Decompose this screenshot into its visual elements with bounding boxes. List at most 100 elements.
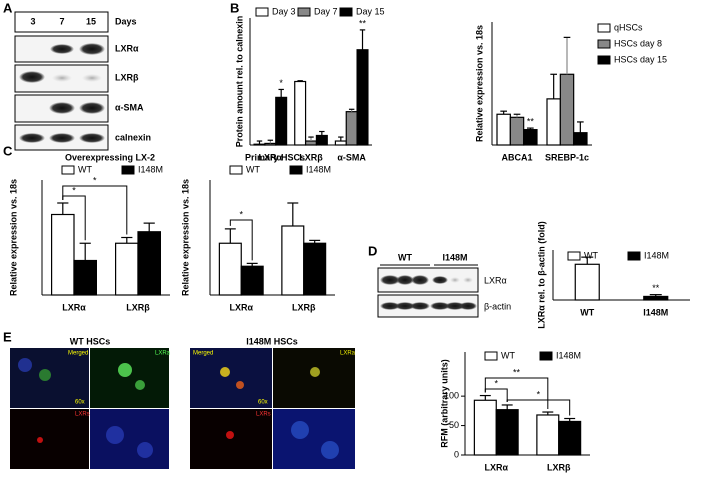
band <box>395 302 415 310</box>
tile-blue <box>273 409 355 469</box>
band <box>411 275 429 285</box>
legend-swatch <box>567 251 581 261</box>
legend-swatch <box>597 39 611 49</box>
band <box>463 277 473 283</box>
y-axis-label: Protein amount rel. to calnexin <box>234 16 244 148</box>
y-tick-label: 0 <box>454 449 459 459</box>
y-axis-label: LXRα rel. to β-actin (fold) <box>536 221 546 329</box>
legend-label: WT <box>584 250 598 260</box>
legend-swatch <box>61 165 75 175</box>
panel-label: A <box>3 0 13 15</box>
band <box>450 277 460 283</box>
lane-title: Days <box>115 16 137 26</box>
y-axis-label: Relative expression vs. 18s <box>180 179 190 296</box>
significance-label: ** <box>527 116 535 126</box>
lane-label: 3 <box>30 16 35 26</box>
legend-swatch <box>339 7 353 17</box>
legend-swatch <box>627 251 641 261</box>
legend-label: I148M <box>644 250 669 260</box>
image-title: WT HSCs <box>70 336 111 346</box>
significance-label: * <box>93 175 97 185</box>
legend-label: HSCs day 15 <box>614 54 667 64</box>
legend-label: I148M <box>138 164 163 174</box>
legend-label: Day 15 <box>356 6 385 16</box>
tile-label: LXRa <box>155 351 171 357</box>
bar <box>473 399 497 456</box>
band <box>380 275 400 285</box>
nucleus <box>18 358 32 372</box>
band <box>19 133 45 143</box>
significance-bracket <box>506 399 571 416</box>
band <box>430 302 450 310</box>
bar <box>275 96 288 146</box>
legend-label: Day 7 <box>314 6 338 16</box>
significance-label: ** <box>652 283 660 293</box>
bar <box>281 225 305 296</box>
legend-label: Day 3 <box>272 6 296 16</box>
legend-swatch <box>597 55 611 65</box>
significance-label: * <box>494 378 498 388</box>
legend-swatch <box>297 7 311 17</box>
band <box>19 71 45 83</box>
bar <box>546 98 561 146</box>
legend-swatch <box>229 165 243 175</box>
significance-bracket <box>484 377 549 410</box>
bar <box>315 134 328 146</box>
x-tick-label: LXRα <box>229 302 253 312</box>
bar <box>574 263 600 301</box>
y-tick-label: 50 <box>449 420 459 430</box>
tile-red <box>190 409 272 469</box>
x-tick-label: I148M <box>643 307 668 317</box>
bar <box>218 242 242 296</box>
significance-bracket <box>229 219 253 261</box>
micrographs: WT HSCs Merged LXRa 60x LXRs I148M HSCs … <box>10 336 356 469</box>
tile-red <box>10 409 89 469</box>
nucleus <box>106 426 124 444</box>
x-tick-label: LXRβ <box>292 302 316 312</box>
bar <box>496 113 511 146</box>
group-label: WT <box>398 252 412 262</box>
bar <box>334 140 347 146</box>
x-tick-label: LXRα <box>259 152 283 162</box>
signal <box>118 363 132 377</box>
bar <box>304 140 318 146</box>
bar <box>558 420 582 456</box>
tile-label: Merged <box>193 351 213 357</box>
blot-a: 3 7 15 Days LXRα LXRβ α-SMA calnexin <box>14 11 151 151</box>
band-label: calnexin <box>115 132 151 142</box>
band <box>432 276 448 284</box>
significance-label: * <box>239 209 243 219</box>
signal <box>39 369 51 381</box>
tile-label: LXRa <box>340 351 356 357</box>
bar <box>559 73 575 146</box>
legend-label: HSCs day 8 <box>614 38 662 48</box>
bar <box>573 132 588 146</box>
x-tick-label: LXRα <box>484 462 508 472</box>
x-tick-label: LXRβ <box>126 302 150 312</box>
tile-label: LXRs <box>75 412 90 418</box>
x-tick-label: α-SMA <box>337 152 366 162</box>
band <box>459 302 477 310</box>
bar <box>137 231 161 296</box>
legend-swatch <box>539 351 553 361</box>
lane-label: 7 <box>59 16 64 26</box>
x-tick-label: LXRα <box>62 302 86 312</box>
tile-label: 60x <box>258 400 268 406</box>
band <box>50 44 74 54</box>
band <box>82 74 102 82</box>
bar <box>356 49 369 146</box>
legend-swatch <box>289 165 303 175</box>
legend-swatch <box>255 7 269 17</box>
legend-swatch <box>597 23 611 33</box>
band-label: LXRβ <box>115 72 139 82</box>
nucleus <box>137 442 153 458</box>
legend-swatch <box>121 165 135 175</box>
bar <box>495 409 519 456</box>
band-label: LXRα <box>115 43 139 53</box>
chart-title: Overexpressing LX-2 <box>65 152 155 162</box>
bar <box>264 142 277 146</box>
panel-label: D <box>368 243 377 258</box>
chart-title: Primary HSCs <box>245 152 305 162</box>
bar <box>523 129 538 146</box>
